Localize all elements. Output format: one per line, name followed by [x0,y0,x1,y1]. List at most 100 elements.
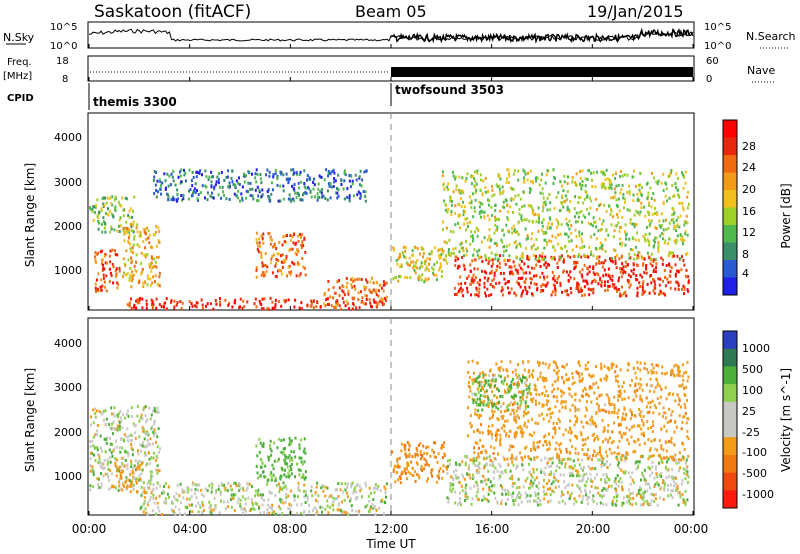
data-cell [447,182,450,186]
data-cell [647,191,650,195]
data-cell [512,445,515,449]
data-cell [150,474,153,478]
data-cell [503,457,506,461]
data-cell [590,477,593,481]
data-cell [619,237,622,241]
data-cell [441,228,444,232]
data-cell [672,458,675,462]
data-cell [466,456,469,459]
data-cell [140,493,143,497]
data-cell [122,229,125,233]
data-cell [385,482,388,486]
data-cell [624,290,627,294]
data-cell [481,474,484,478]
data-cell [186,506,188,509]
data-cell [632,497,635,500]
data-cell [663,411,666,415]
data-cell [620,433,623,437]
data-cell [577,201,580,204]
data-cell [269,235,272,239]
data-cell [526,234,529,238]
data-cell [145,237,148,241]
data-cell [283,258,286,262]
data-cell [577,371,580,375]
data-cell [230,176,233,180]
data-cell [603,268,606,272]
data-cell [460,241,463,245]
freq-ytick-bottom: 8 [62,74,68,85]
noise-right-ytick-top: 10^5 [704,22,731,33]
data-cell [100,222,103,226]
data-cell [108,487,111,491]
nave-label: Nave [747,64,775,77]
data-cell [116,253,119,257]
data-cell [112,412,115,416]
data-cell [411,249,414,253]
data-cell [493,410,496,414]
data-cell [479,399,482,403]
data-cell [149,265,151,269]
data-cell [683,239,686,242]
data-cell [681,441,684,445]
data-cell [580,289,583,293]
data-cell [338,286,341,290]
data-cell [191,482,194,486]
data-cell [487,405,490,408]
data-cell [528,256,531,260]
data-cell [260,254,263,258]
data-cell [375,288,378,292]
data-cell [488,256,490,260]
data-cell [240,192,243,196]
data-cell [138,279,141,283]
data-cell [275,247,278,251]
data-cell [547,366,550,370]
data-cell [665,467,668,471]
data-cell [340,179,343,183]
data-cell [317,187,320,191]
data-cell [111,443,114,447]
data-cell [406,276,409,280]
data-cell [586,194,589,198]
data-cell [211,486,213,490]
data-cell [474,230,476,234]
data-cell [600,362,603,366]
data-cell [150,413,153,417]
data-cell [457,290,460,293]
data-cell [608,180,611,184]
data-cell [537,503,540,507]
data-cell [581,458,584,462]
data-cell [610,451,613,455]
data-cell [678,195,681,199]
data-cell [637,460,640,464]
data-cell [576,472,579,475]
data-cell [582,438,585,442]
data-cell [568,387,571,391]
data-cell [182,197,185,201]
data-cell [641,289,644,293]
data-cell [261,236,264,240]
data-cell [657,250,660,253]
data-cell [392,277,395,281]
data-cell [291,235,294,239]
data-cell [625,237,627,241]
data-cell [686,251,689,255]
data-cell [213,185,216,189]
data-cell [558,426,561,430]
data-cell [604,480,607,484]
data-cell [115,267,118,271]
data-cell [678,414,681,418]
data-cell [590,250,593,254]
data-cell [602,408,605,412]
data-cell [124,458,127,462]
data-cell [673,211,676,215]
data-cell [438,476,440,480]
data-cell [536,360,539,364]
data-cell [607,477,610,481]
data-cell [261,461,264,465]
data-cell [644,482,647,486]
data-cell [131,471,134,475]
data-cell [486,238,489,242]
data-cell [433,441,436,445]
data-cell [303,460,306,464]
data-cell [160,184,162,188]
